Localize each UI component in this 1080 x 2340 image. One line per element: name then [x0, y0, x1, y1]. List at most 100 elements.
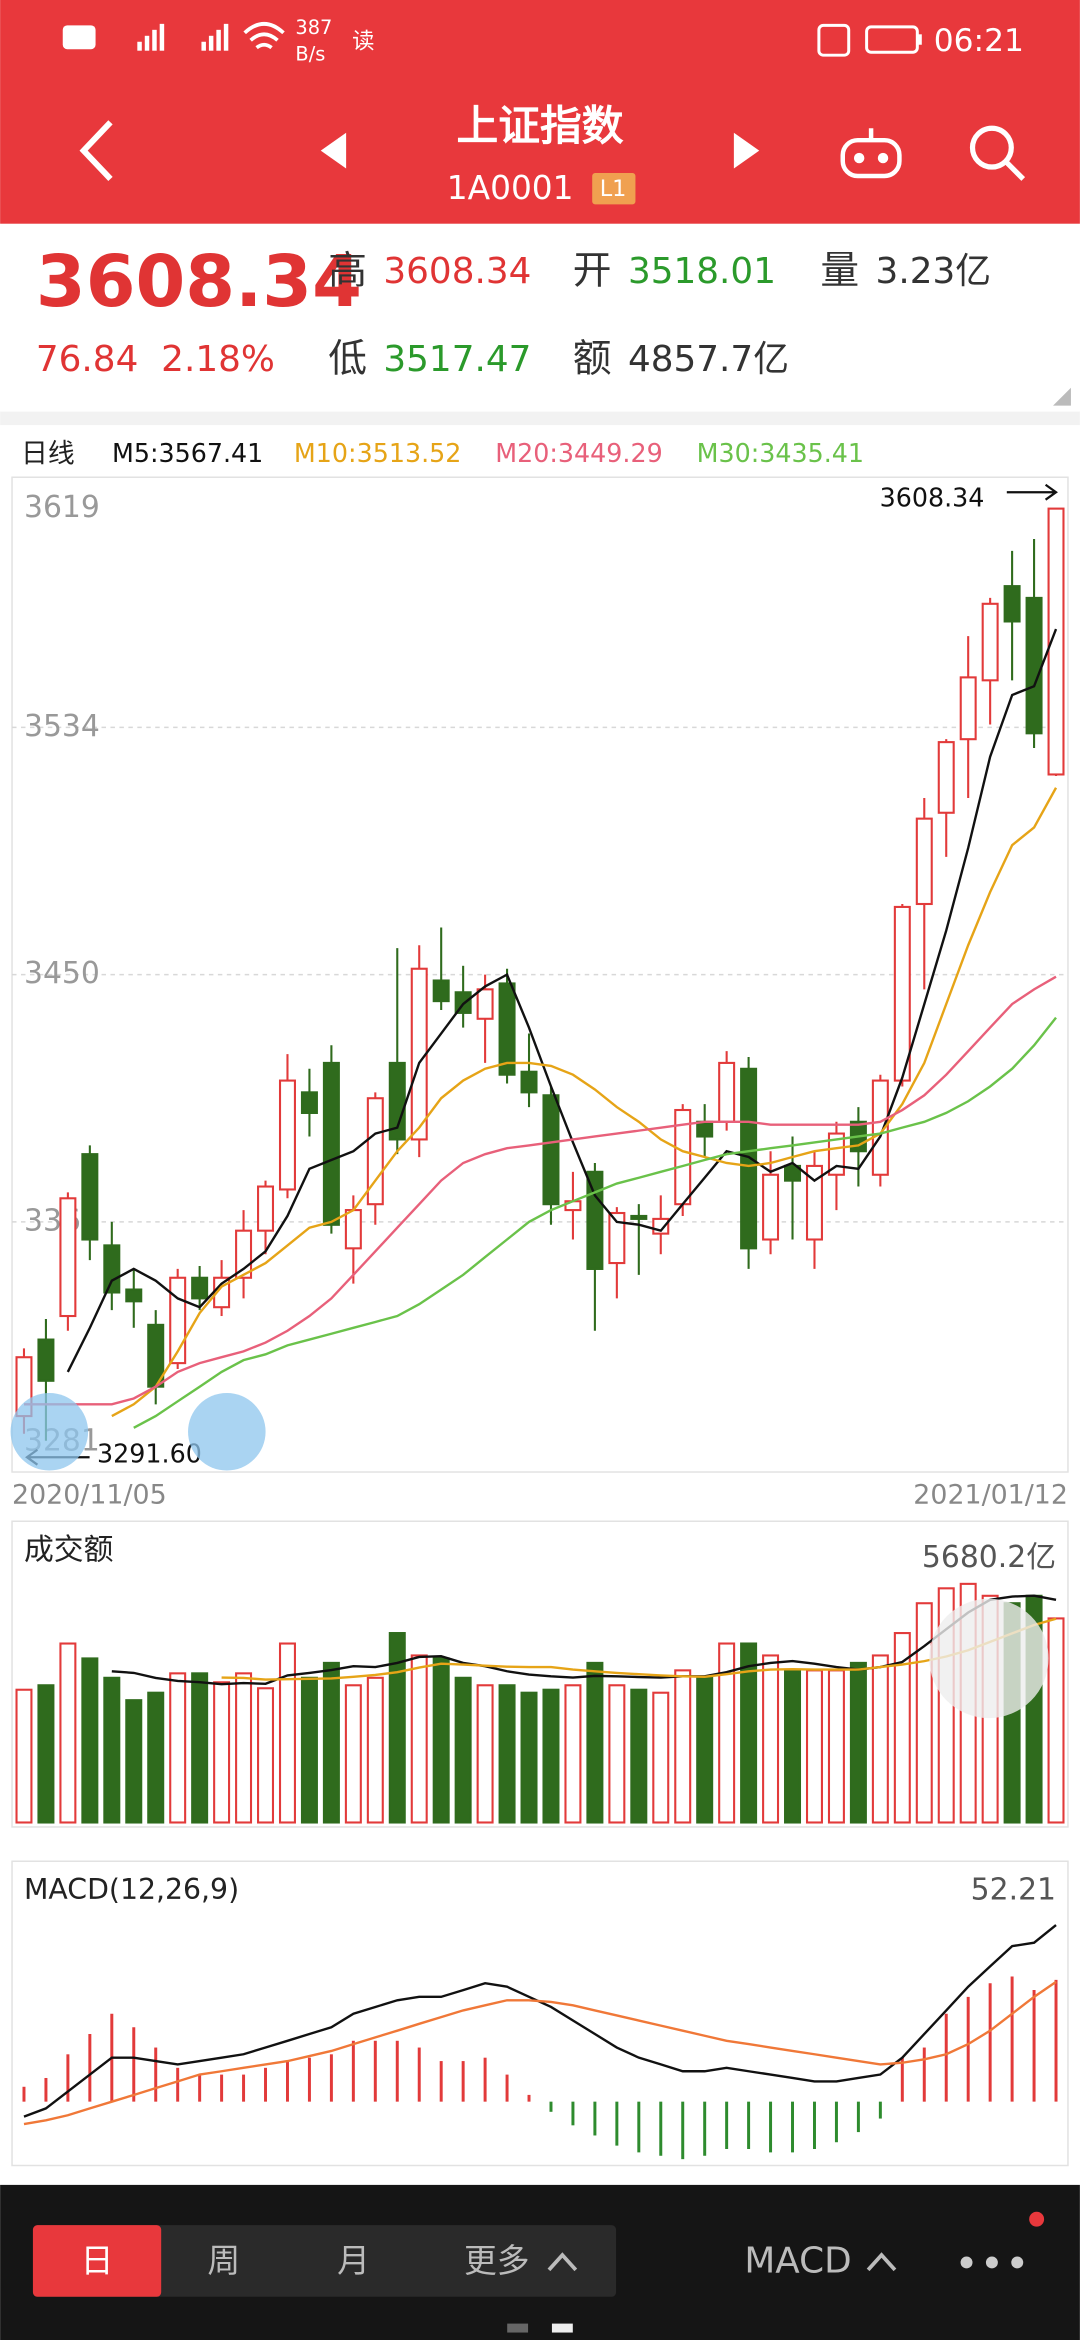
macd-frame: [11, 1860, 1069, 2167]
volume-bar: [542, 1688, 560, 1824]
candle-body: [81, 1153, 99, 1241]
volume-bar: [388, 1632, 406, 1824]
volume-bar: [893, 1632, 911, 1824]
volume-bar: [740, 1642, 758, 1824]
clock: 06:21: [934, 23, 1024, 59]
candle-body: [959, 676, 977, 741]
volume-bar: [257, 1687, 275, 1824]
volume-bar: [37, 1684, 55, 1824]
candle-body: [981, 602, 999, 682]
volume-bar: [784, 1669, 802, 1824]
prev-button[interactable]: [320, 132, 347, 169]
indicator-line: [221, 1617, 1057, 1681]
panel-title: 成交额: [24, 1533, 113, 1568]
volume-bar: [718, 1642, 736, 1824]
tab[interactable]: 日: [81, 2242, 114, 2280]
candle-body: [476, 988, 494, 1020]
next-button[interactable]: [733, 132, 760, 169]
candle-body: [805, 1164, 823, 1241]
y-tick-label: 3534: [24, 709, 100, 744]
volume-bar: [300, 1676, 318, 1824]
indicator-button[interactable]: MACD: [744, 2240, 851, 2281]
candle-body: [608, 1211, 626, 1265]
nfc-icon: [817, 23, 851, 57]
candle-body: [125, 1288, 143, 1303]
tab[interactable]: 月: [337, 2242, 370, 2280]
candle-body: [696, 1120, 714, 1138]
change: 76.84: [36, 339, 138, 380]
float-button[interactable]: [10, 1392, 89, 1471]
volume-bar: [674, 1669, 692, 1824]
tab-group: [32, 2225, 617, 2297]
candle-body: [827, 1132, 845, 1176]
tab[interactable]: 周: [207, 2242, 240, 2280]
panel-title: 日线: [21, 438, 75, 469]
candle-body: [520, 1070, 538, 1094]
max-arrow: [1006, 483, 1058, 501]
candle-body: [278, 1079, 296, 1191]
volume-bar: [520, 1691, 538, 1824]
indicator-line: [111, 1594, 1057, 1686]
candle-body: [103, 1244, 121, 1294]
volume-bar: [322, 1661, 340, 1824]
volume-bar: [410, 1654, 428, 1824]
volume-value: 3.23亿: [876, 251, 991, 292]
volume-bar: [915, 1602, 933, 1824]
y-tick-label: 3619: [24, 490, 100, 525]
volume-bar: [871, 1654, 889, 1824]
candle-body: [630, 1214, 648, 1220]
volume-bar: [762, 1654, 780, 1824]
candle-body: [586, 1170, 604, 1270]
volume-bar: [125, 1699, 143, 1824]
indicator-chevron: [866, 2252, 897, 2272]
nav-indicator: [551, 2323, 573, 2333]
panel-title: MACD(12,26,9): [24, 1873, 239, 1906]
high-label: 高: [328, 248, 367, 293]
candle-body: [366, 1097, 384, 1206]
robot-button[interactable]: [840, 128, 902, 179]
candle-body: [915, 817, 933, 906]
indicator-line: [66, 628, 1058, 1373]
expand-button[interactable]: [188, 1392, 266, 1471]
tab[interactable]: 更多: [464, 2242, 530, 2280]
candle-body: [762, 1173, 780, 1241]
search-button[interactable]: [969, 125, 1026, 181]
volume-bar: [366, 1676, 384, 1824]
low-label: 低: [328, 336, 367, 381]
back-button[interactable]: [79, 120, 113, 182]
legend-entry: M20:3449.29: [495, 438, 662, 468]
candle-body: [718, 1061, 736, 1123]
net-speed: 387: [295, 16, 332, 39]
assistant-ball[interactable]: [929, 1598, 1049, 1719]
read-icon: 读: [352, 28, 374, 54]
volume-bar: [586, 1661, 604, 1824]
candle-body: [300, 1091, 318, 1114]
legend-entry: M30:3435.41: [697, 438, 864, 468]
volume-frame: [11, 1520, 1069, 1828]
open-value: 3518.01: [628, 251, 776, 292]
volume-bar: [652, 1691, 670, 1824]
corner-mark: [1053, 387, 1071, 406]
amount-label: 额: [573, 336, 612, 381]
change-pct: 2.18%: [161, 339, 275, 380]
volume-bar: [169, 1672, 187, 1824]
signal-icons: [137, 23, 229, 51]
level-badge: L1: [600, 176, 627, 202]
nav-title: 上证指数: [457, 101, 624, 150]
menu-button[interactable]: [960, 2256, 1024, 2269]
x-tick-label: 2021/01/12: [913, 1479, 1068, 1510]
volume-bar: [630, 1688, 648, 1824]
hd-icon: [62, 25, 96, 50]
stock-code: 1A0001: [447, 169, 574, 207]
candle-body: [322, 1061, 340, 1226]
volume-bar: [498, 1684, 516, 1824]
nav-indicator: [507, 2323, 529, 2333]
volume-bar: [432, 1657, 450, 1824]
candle-body: [740, 1067, 758, 1250]
candle-body: [784, 1164, 802, 1182]
candle-body: [1025, 596, 1043, 735]
legend-entry: M5:3567.41: [112, 438, 263, 468]
indicator-line: [23, 975, 1057, 1406]
